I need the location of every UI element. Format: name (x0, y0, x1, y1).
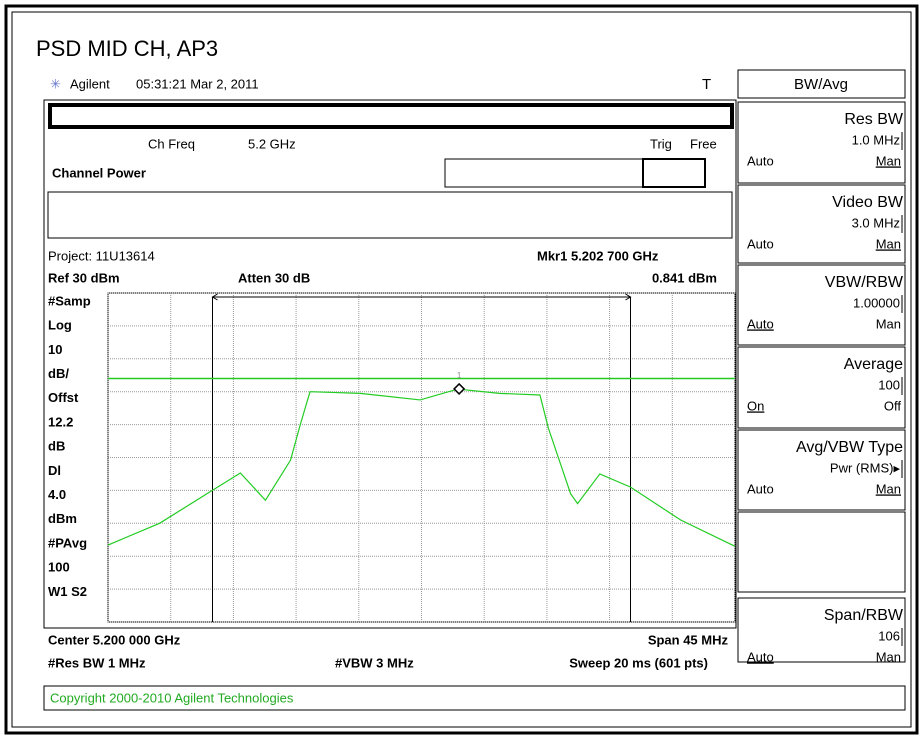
softkey[interactable] (737, 101, 906, 184)
ch-freq: 5.2 GHz (248, 136, 296, 151)
copyright-bar (43, 685, 906, 711)
marker-readout: Mkr1 5.202 700 GHz (537, 248, 659, 263)
scale-label: 10 (48, 342, 62, 357)
softkey-label: Video BW (832, 194, 904, 211)
atten: Atten 30 dB (238, 270, 310, 285)
span: Span 45 MHz (648, 632, 729, 647)
softkey-value: Pwr (RMS)▸ (830, 460, 901, 475)
softkey-left: On (747, 398, 764, 413)
softkey[interactable] (737, 597, 906, 663)
softkey-value: 3.0 MHz (852, 215, 900, 230)
ch-freq-label: Ch Freq (148, 136, 195, 151)
softkey[interactable] (737, 429, 906, 511)
sweep: Sweep 20 ms (601 pts) (569, 655, 708, 670)
time: 05:31:21 Mar 2, 2011 (136, 76, 259, 91)
outer-frame (4, 4, 919, 735)
scale-label: W1 S2 (48, 584, 87, 599)
softkey-left: Auto (747, 153, 774, 168)
softkey-value: 1.00000 (853, 295, 900, 310)
softkey-label: Average (844, 356, 903, 373)
box (47, 191, 733, 239)
title: PSD MID CH, AP3 (36, 36, 218, 61)
softkey-value: 106 (878, 628, 900, 643)
scale-label: Log (48, 318, 72, 333)
arrow-head (211, 293, 632, 301)
softkey[interactable] (737, 184, 906, 264)
trig-label: Trig (650, 136, 672, 151)
scale-label: 100 (48, 560, 70, 575)
scale-label: dB (48, 439, 65, 454)
box (642, 158, 706, 188)
softkey-left: Auto (747, 236, 774, 251)
scale-label: Dl (48, 463, 61, 478)
copyright: Copyright 2000-2010 Agilent Technologies (50, 690, 294, 705)
softkey-left: Auto (747, 649, 774, 664)
scale-label: Offst (48, 390, 79, 405)
display (43, 99, 737, 629)
softkey[interactable] (737, 264, 906, 346)
scale-label: 12.2 (48, 414, 73, 429)
softkey-right: Man (876, 316, 901, 331)
marker-level: 0.841 dBm (652, 270, 717, 285)
menu-title-box (737, 69, 906, 99)
softkey-right: Man (876, 153, 901, 168)
center: Center 5.200 000 GHz (48, 632, 181, 647)
vbw: #VBW 3 MHz (335, 655, 414, 670)
softkey-right: Man (876, 481, 901, 496)
scale-label: #PAvg (48, 535, 87, 550)
scale-label: dB/ (48, 366, 69, 381)
scale-label: 4.0 (48, 487, 66, 502)
project: Project: 11U13614 (48, 248, 155, 263)
logo: ✳ (50, 76, 61, 91)
softkey-label: Res BW (844, 111, 904, 128)
softkey-left: Auto (747, 481, 774, 496)
scale-label: dBm (48, 511, 77, 526)
mode: Channel Power (52, 165, 146, 180)
box (444, 158, 644, 188)
softkey-value: 1.0 MHz (852, 132, 900, 147)
menu-title: BW/Avg (794, 76, 848, 93)
softkey-value: 100 (878, 377, 900, 392)
softkey[interactable] (737, 346, 906, 429)
trace (107, 388, 736, 547)
softkey-left: Auto (747, 316, 774, 331)
softkey[interactable] (737, 511, 906, 593)
softkey-right: Off (884, 398, 901, 413)
scale-label: #Samp (48, 293, 91, 308)
trig-flag: T (702, 76, 711, 93)
marker (453, 382, 466, 395)
res-bw: #Res BW 1 MHz (48, 655, 146, 670)
inner-frame (11, 11, 912, 728)
status-bar (48, 103, 734, 129)
softkey-label: Avg/VBW Type (796, 439, 903, 456)
ref: Ref 30 dBm (48, 270, 120, 285)
softkey-label: Span/RBW (824, 607, 904, 624)
instrument: Agilent (70, 76, 110, 91)
softkey-label: VBW/RBW (825, 274, 904, 291)
trig: Free (690, 136, 717, 151)
marker-label: 1 (457, 371, 462, 380)
softkey-right: Man (876, 649, 901, 664)
softkey-right: Man (876, 236, 901, 251)
